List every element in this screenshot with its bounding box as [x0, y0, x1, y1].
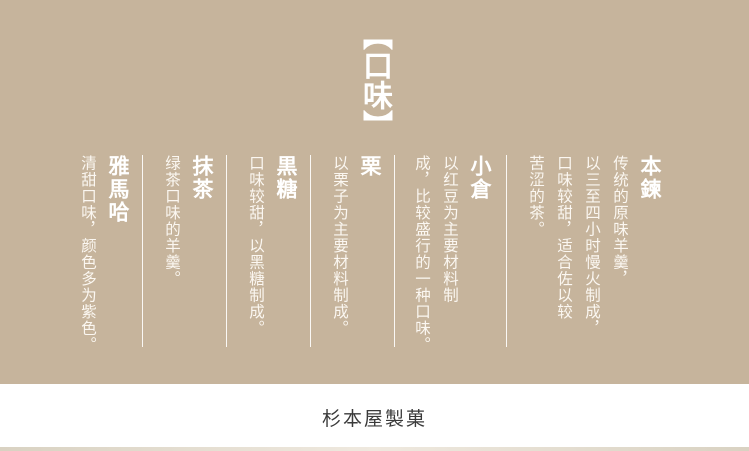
flavor-entries: 本鍊 传统的原味羊羹， 以三至四小时慢火制成， 口味较甜，适合佐以较 苦涩的茶。… — [70, 155, 680, 353]
flavor-desc-line: 以栗子为主要材料制成。 — [331, 155, 349, 337]
flavor-name: 雅馬哈 — [106, 155, 131, 224]
flavor-entry-kokuto: 黒糖 口味较甜，以黑糖制成。 — [240, 155, 306, 350]
column-divider — [394, 155, 395, 347]
footer — [0, 384, 749, 451]
flavor-desc-line: 绿茶口味的羊羹。 — [163, 155, 181, 287]
footer-divider — [0, 447, 749, 451]
column-divider — [142, 155, 143, 347]
flavor-entry-kuri: 栗 以栗子为主要材料制成。 — [324, 155, 390, 350]
flavor-desc-line: 口味较甜，以黑糖制成。 — [247, 155, 265, 337]
flavor-entry-yamaha: 雅馬哈 清甜口味，颜色多为紫色。 — [70, 155, 138, 353]
flavor-entry-matcha: 抹茶 绿茶口味的羊羹。 — [156, 155, 222, 350]
flavor-desc-line: 以三至四小时慢火制成， — [583, 155, 601, 337]
flavor-desc-line: 清甜口味，颜色多为紫色。 — [79, 155, 97, 353]
flavor-entry-honneri: 本鍊 传统的原味羊羹， 以三至四小时慢火制成， 口味较甜，适合佐以较 苦涩的茶。 — [522, 155, 680, 350]
flavor-name: 抹茶 — [190, 155, 215, 201]
flavor-panel: 【口味】 本鍊 传统的原味羊羹， 以三至四小时慢火制成， 口味较甜，适合佐以较 … — [0, 0, 749, 384]
flavor-name: 小倉 — [468, 155, 493, 201]
flavor-name: 本鍊 — [638, 155, 663, 201]
flavor-desc-line: 成，比较盛行的一种口味。 — [413, 155, 431, 353]
flavor-desc-line: 以红豆为主要材料制 — [441, 155, 459, 304]
flavor-desc-line: 口味较甜，适合佐以较 — [555, 155, 573, 320]
column-divider — [310, 155, 311, 347]
flavor-name: 黒糖 — [274, 155, 299, 201]
footer-brand: 杉本屋製菓 — [321, 408, 427, 430]
section-heading: 【口味】 — [357, 20, 392, 140]
column-divider — [226, 155, 227, 347]
flavor-name: 栗 — [358, 155, 383, 178]
column-divider — [506, 155, 507, 347]
flavor-desc-line: 传统的原味羊羹， — [611, 155, 629, 287]
flavor-desc-line: 苦涩的茶。 — [527, 155, 545, 238]
flavor-entry-ogura: 小倉 以红豆为主要材料制 成，比较盛行的一种口味。 — [408, 155, 504, 353]
